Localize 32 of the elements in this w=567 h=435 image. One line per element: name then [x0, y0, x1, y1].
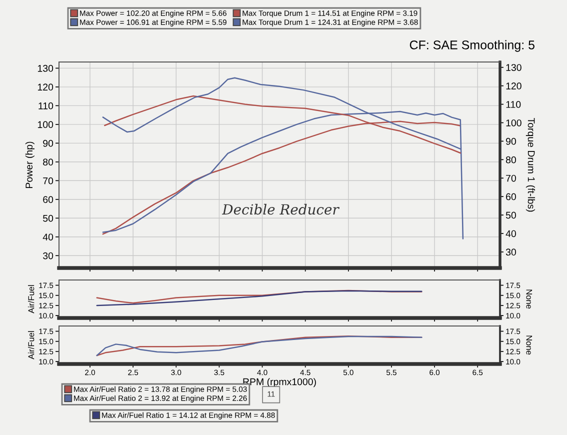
y2-axis-title: None: [526, 336, 532, 355]
y-axis-title: Air/Fuel: [28, 331, 34, 360]
y-tick-label: 110: [38, 102, 54, 110]
y-axis-title: Air/Fuel: [28, 285, 34, 314]
y-tick-label: 120: [38, 84, 54, 91]
y2-tick-label: 130: [506, 64, 522, 71]
y2-axis-title: None: [526, 290, 532, 309]
y2-tick-label: 90: [506, 138, 516, 145]
y2-tick-label: 110: [506, 101, 521, 108]
y2-tick-label: 120: [506, 82, 522, 90]
y-tick-label: 60: [43, 196, 54, 204]
y2-tick-label: 80: [506, 156, 516, 164]
annotation: Decible Reducer: [222, 204, 340, 215]
line-series: [96, 335, 422, 356]
y2-axis-title: Torque Drum 1 (ft-lbs): [526, 118, 536, 212]
y-tick-label: 130: [38, 64, 54, 72]
y-tick-label: 80: [43, 158, 54, 166]
y2-tick-label: 50: [506, 212, 516, 219]
y-tick-label: 70: [43, 177, 54, 184]
y-tick-label: 90: [43, 140, 54, 147]
y2-tick-label: 100: [506, 119, 522, 126]
y2-tick-label: 70: [506, 174, 516, 182]
y-tick-label: 30: [43, 252, 54, 260]
y-tick-label: 50: [43, 214, 54, 222]
chart-subtitle: CF: SAE Smoothing: 5: [410, 40, 534, 52]
y2-tick-label: 60: [506, 193, 516, 200]
y-tick-label: 100: [38, 121, 54, 128]
y2-tick-label: 40: [506, 230, 516, 238]
y-tick-label: 40: [42, 234, 54, 241]
y-axis-title: Power (hp): [25, 142, 34, 188]
y2-tick-label: 30: [506, 248, 516, 256]
x-axis-title: RPM (rpmx1000): [243, 378, 316, 388]
